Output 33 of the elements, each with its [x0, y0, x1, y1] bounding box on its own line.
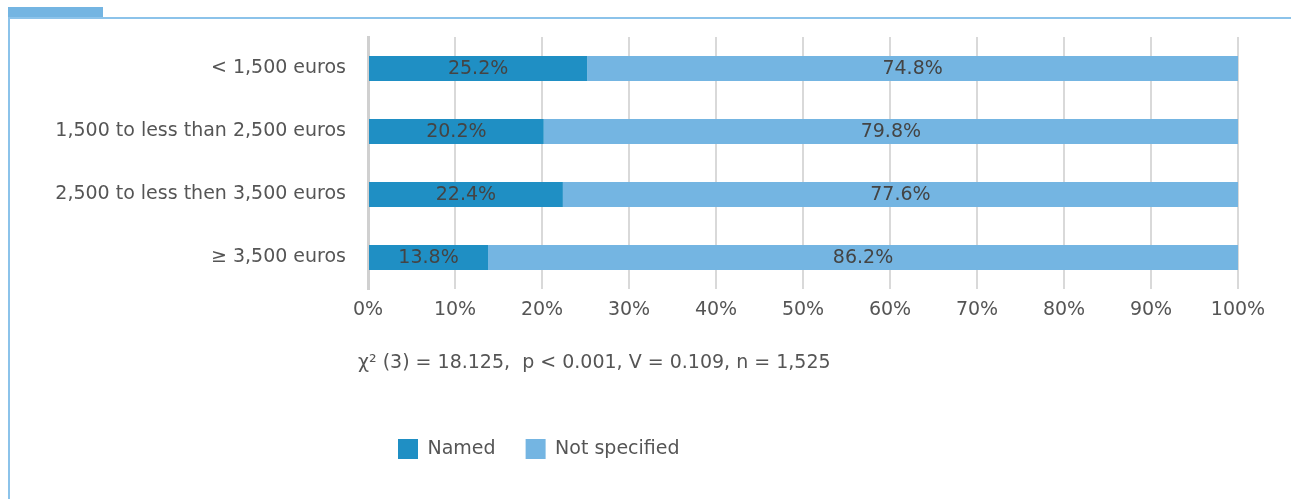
- text: 79.8%: [860, 119, 922, 142]
- x-tick-label: 80%: [1042, 297, 1086, 320]
- x-tick-label: 70%: [955, 297, 999, 320]
- x-tick-label: 50%: [781, 297, 825, 320]
- bar: [369, 118, 544, 145]
- text: 86.2%: [832, 245, 894, 268]
- text: χ² (3) = 18.125, p < 0.001, V = 0.109, n = 1,525: [358, 349, 831, 372]
- text: 77.6%: [870, 182, 931, 205]
- y-tick-label: 1,500 to less than 2,500 euros: [55, 118, 346, 141]
- legend-label: Named: [427, 435, 496, 458]
- text: 25.2%: [447, 56, 509, 79]
- text: 74.8%: [882, 56, 943, 79]
- x-tick-label: 20%: [520, 297, 564, 320]
- x-tick-label: 0%: [352, 297, 384, 320]
- y-tick-label: < 1,500 euros: [210, 55, 346, 78]
- bar: [562, 181, 1238, 208]
- bar: [369, 181, 563, 208]
- bar: [543, 118, 1238, 145]
- x-tick-label: 40%: [694, 297, 738, 320]
- bar: [488, 244, 1238, 271]
- text: 22.4%: [435, 182, 497, 205]
- bar: [369, 55, 588, 82]
- y-tick-label: 2,500 to less then 3,500 euros: [55, 181, 346, 204]
- x-tick-label: 90%: [1129, 297, 1173, 320]
- x-tick-label: 10%: [433, 297, 477, 320]
- x-tick-label: 100%: [1210, 297, 1266, 320]
- x-tick-label: 30%: [607, 297, 651, 320]
- text: 13.8%: [398, 245, 459, 268]
- y-tick-label: ≥ 3,500 euros: [210, 244, 346, 267]
- x-tick-label: 60%: [868, 297, 912, 320]
- legend-label: Not specified: [555, 435, 680, 458]
- text: 20.2%: [426, 119, 487, 142]
- bar: [587, 55, 1238, 82]
